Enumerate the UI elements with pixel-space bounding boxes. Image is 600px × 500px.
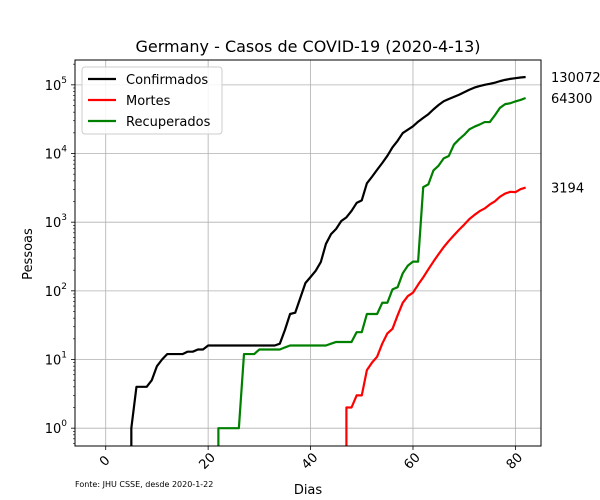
series-line-recuperados — [217, 96, 527, 446]
x-tick-label: 40 — [299, 450, 321, 472]
series-line-confirmados — [130, 75, 526, 446]
legend-label: Confirmados — [126, 73, 208, 88]
y-tick-base: 10 — [45, 216, 62, 231]
y-tick-exponent: 1 — [61, 351, 67, 361]
y-tick-exponent: 3 — [61, 213, 67, 223]
y-tick-label: 105 — [45, 76, 67, 94]
legend: Confirmados Mortes Recuperados — [81, 66, 223, 135]
y-tick-label: 102 — [45, 282, 67, 300]
y-tick-base: 10 — [45, 422, 62, 437]
y-tick-label: 104 — [45, 145, 68, 163]
end-value-labels: 130072 3194 64300 — [551, 71, 600, 197]
series-lines — [130, 75, 527, 446]
x-axis-title: Dias — [294, 483, 323, 498]
end-label-confirmados: 130072 — [551, 71, 600, 86]
x-tick-label: 20 — [197, 450, 219, 472]
y-axis-title: Pessoas — [21, 228, 36, 280]
y-tick-base: 10 — [45, 354, 62, 369]
chart-title: Germany - Casos de COVID-19 (2020-4-13) — [135, 37, 480, 56]
end-label-recuperados: 64300 — [551, 92, 592, 107]
y-tick-label: 101 — [45, 351, 67, 369]
x-tick-label: 0 — [97, 453, 113, 469]
y-tick-exponent: 4 — [61, 145, 67, 155]
y-tick-label: 103 — [45, 213, 67, 231]
y-tick-exponent: 2 — [61, 282, 67, 292]
y-tick-label: 100 — [45, 419, 68, 437]
y-tick-base: 10 — [45, 148, 62, 163]
x-tick-label: 80 — [504, 450, 526, 472]
x-axis-ticks: 0 20 40 60 80 — [97, 446, 526, 473]
y-tick-exponent: 0 — [61, 419, 67, 429]
series-line-mortes — [345, 186, 526, 446]
legend-box — [81, 66, 223, 135]
x-tick-label: 60 — [401, 450, 423, 472]
y-tick-exponent: 5 — [61, 76, 67, 86]
y-tick-base: 10 — [45, 79, 62, 94]
y-tick-base: 10 — [45, 285, 62, 300]
end-label-mortes: 3194 — [551, 182, 584, 197]
plot-frame — [74, 59, 542, 447]
source-note: Fonte: JHU CSSE, desde 2020-1-22 — [75, 480, 213, 489]
legend-label: Mortes — [126, 94, 171, 109]
legend-label: Recuperados — [126, 115, 211, 130]
